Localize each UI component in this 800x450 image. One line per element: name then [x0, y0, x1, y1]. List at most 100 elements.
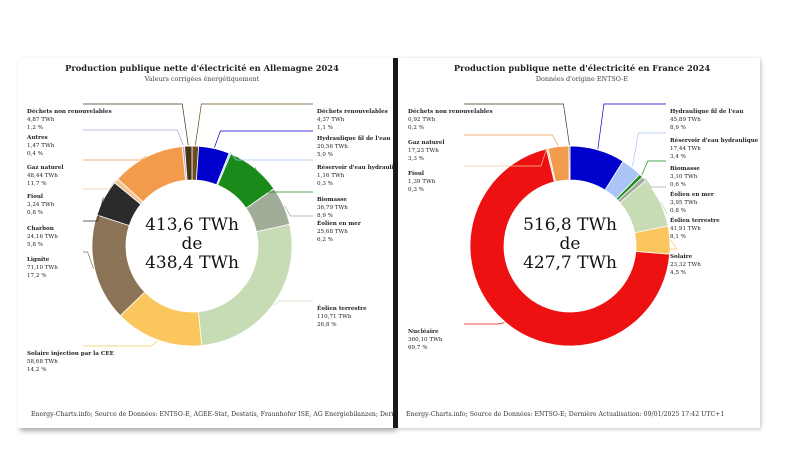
slice-dechets-non-renouvelables	[184, 145, 193, 181]
center-value-line-2: de	[182, 234, 203, 254]
slice-eolien-terrestre	[197, 223, 293, 346]
label-value-reservoir-d-eau-hydraulique: 17,44 TWh	[670, 146, 701, 152]
center-value-line-3: 427,7 TWh	[523, 253, 617, 273]
label-name-eolien-en-mer: Éolien en mer	[317, 219, 361, 227]
label-value-eolien-terrestre: 110,71 TWh	[317, 314, 352, 320]
leader-line-biomasse	[255, 167, 313, 193]
label-value-dechets-non-renouvelables: 4,87 TWh	[27, 117, 55, 123]
label-value-hydraulique-fil-de-l-eau: 45,89 TWh	[670, 117, 701, 123]
leader-line-autres	[83, 129, 184, 146]
chart-footer: Energy-Charts.info; Source de Données: E…	[31, 411, 418, 418]
label-percent-eolien-en-mer: 6,2 %	[317, 237, 333, 243]
label-percent-lignite: 17,2 %	[27, 273, 47, 279]
label-name-reservoir-d-eau-hydraulique: Réservoir d'eau hydraulique	[670, 137, 759, 144]
label-percent-reservoir-d-eau-hydraulique: 0,3 %	[317, 181, 333, 187]
leader-line-reservoir-d-eau-hydraulique	[230, 152, 313, 161]
label-percent-solaire: 4,5 %	[670, 270, 686, 276]
leader-line-dechets-non-renouvelables	[83, 103, 189, 146]
label-percent-hydraulique-fil-de-l-eau: 5,0 %	[317, 152, 333, 158]
center-value-line-1: 516,8 TWh	[523, 215, 617, 235]
leader-line-eolien-en-mer	[284, 205, 313, 217]
label-percent-gaz-naturel: 11,7 %	[27, 181, 47, 187]
label-value-fioul: 1,39 TWh	[408, 179, 436, 185]
leader-line-eolien-en-mer	[644, 177, 666, 188]
label-value-dechets-renouvelables: 4,37 TWh	[317, 117, 345, 123]
label-name-gaz-naturel: Gaz naturel	[27, 165, 64, 171]
label-value-eolien-en-mer: 3,95 TWh	[670, 200, 698, 206]
label-percent-gaz-naturel: 3,3 %	[408, 156, 424, 162]
leader-line-biomasse	[641, 160, 666, 176]
label-percent-charbon: 5,8 %	[27, 242, 43, 248]
leader-line-eolien-terrestre	[273, 300, 313, 306]
label-percent-dechets-non-renouvelables: 0,2 %	[408, 125, 424, 131]
label-name-eolien-terrestre: Éolien terrestre	[317, 304, 367, 312]
chart-title: Production publique nette d'électricité …	[65, 63, 339, 73]
label-value-eolien-en-mer: 25,68 TWh	[317, 229, 348, 235]
chart-title: Production publique nette d'électricité …	[454, 63, 710, 73]
label-percent-nucleaire: 69,7 %	[408, 345, 428, 351]
label-value-fioul: 3,24 TWh	[27, 202, 55, 208]
label-percent-eolien-en-mer: 0,8 %	[670, 208, 686, 214]
label-percent-fioul: 0,3 %	[408, 187, 424, 193]
leader-line-lignite	[83, 251, 94, 269]
label-name-dechets-non-renouvelables: Déchets non renouvelables	[27, 108, 112, 115]
label-value-dechets-non-renouvelables: 0,92 TWh	[408, 117, 436, 123]
label-value-solaire: 23,32 TWh	[670, 262, 701, 268]
label-name-dechets-non-renouvelables: Déchets non renouvelables	[408, 108, 493, 115]
label-value-gaz-naturel: 17,23 TWh	[408, 148, 439, 154]
label-name-gaz-naturel: Gaz naturel	[408, 140, 445, 146]
center-value-line-2: de	[560, 234, 581, 254]
label-value-gaz-naturel: 48,44 TWh	[27, 173, 58, 179]
leader-line-fioul	[464, 147, 548, 167]
label-name-biomasse: Biomasse	[670, 166, 700, 172]
label-percent-solaire-injection-par-la-cee: 14,2 %	[27, 367, 47, 373]
leader-line-nucleaire	[464, 322, 505, 325]
leader-line-hydraulique-fil-de-l-eau	[597, 103, 666, 149]
label-percent-eolien-terrestre: 8,1 %	[670, 234, 686, 240]
label-name-fioul: Fioul	[408, 171, 424, 177]
label-name-charbon: Charbon	[27, 226, 54, 232]
leader-line-charbon	[83, 197, 104, 222]
label-value-reservoir-d-eau-hydraulique: 1,16 TWh	[317, 173, 345, 179]
slice-nucleaire	[469, 148, 671, 347]
france-donut-chart: Production publique nette d'électricité …	[406, 63, 759, 418]
label-percent-dechets-renouvelables: 1,1 %	[317, 125, 333, 131]
label-value-nucleaire: 360,10 TWh	[408, 337, 443, 343]
leader-line-solaire	[666, 239, 678, 250]
label-name-lignite: Lignite	[27, 257, 50, 263]
leader-line-hydraulique-fil-de-l-eau	[214, 130, 313, 148]
slice-dechets-non-renouvelables	[568, 145, 571, 181]
france-chart-panel: Production publique nette d'électricité …	[398, 58, 760, 428]
label-name-dechets-renouvelables: Déchets renouvelables	[317, 108, 388, 115]
label-name-solaire: Solaire	[670, 254, 693, 260]
label-value-biomasse: 3,10 TWh	[670, 174, 698, 180]
label-value-lignite: 71,10 TWh	[27, 265, 58, 271]
leader-line-dechets-non-renouvelables	[464, 103, 570, 146]
label-value-autres: 1,47 TWh	[27, 143, 55, 149]
label-name-solaire-injection-par-la-cee: Solaire injection par la CEE	[27, 351, 114, 357]
panel-divider	[393, 58, 398, 428]
label-name-biomasse: Biomasse	[317, 197, 347, 203]
leader-line-solaire-injection-par-la-cee	[83, 340, 158, 347]
label-percent-eolien-terrestre: 26,8 %	[317, 322, 337, 328]
label-value-biomasse: 36,79 TWh	[317, 205, 348, 211]
leader-line-fioul	[83, 180, 116, 190]
label-value-charbon: 24,16 TWh	[27, 234, 58, 240]
label-name-nucleaire: Nucléaire	[408, 328, 439, 335]
label-percent-biomasse: 0,6 %	[670, 182, 686, 188]
label-percent-hydraulique-fil-de-l-eau: 8,9 %	[670, 125, 686, 131]
center-value-line-3: 438,4 TWh	[145, 253, 239, 273]
chart-subtitle: Valeurs corrigées énergétiquement	[144, 75, 260, 83]
label-value-eolien-terrestre: 41,91 TWh	[670, 226, 701, 232]
leader-line-gaz-naturel	[83, 155, 147, 161]
label-name-reservoir-d-eau-hydraulique: Réservoir d'eau hydraulique	[317, 164, 406, 171]
chart-footer: Energy-Charts.info; Source de Données: E…	[406, 411, 724, 418]
leader-line-gaz-naturel	[464, 134, 559, 146]
label-name-hydraulique-fil-de-l-eau: Hydraulique fil de l'eau	[670, 109, 743, 115]
label-percent-biomasse: 8,9 %	[317, 213, 333, 219]
label-name-hydraulique-fil-de-l-eau: Hydraulique fil de l'eau	[317, 136, 390, 142]
chart-subtitle: Données d'origine ENTSO-E	[536, 75, 628, 83]
label-name-fioul: Fioul	[27, 194, 43, 200]
leader-line-dechets-renouvelables	[195, 103, 313, 146]
label-value-solaire-injection-par-la-cee: 58,68 TWh	[27, 359, 58, 365]
